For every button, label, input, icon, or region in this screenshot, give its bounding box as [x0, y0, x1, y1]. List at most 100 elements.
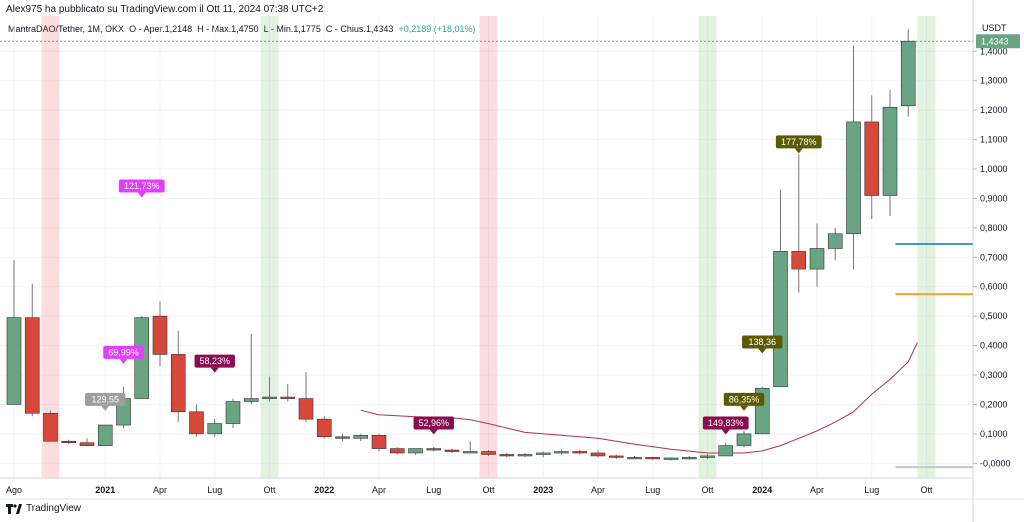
- annotation-box: [702, 416, 749, 430]
- candle-body: [517, 454, 533, 457]
- time-tick-label: Apr: [153, 485, 167, 495]
- candle-body: [846, 121, 861, 235]
- price-tick-label: 0,5000: [980, 311, 1008, 321]
- percent-annotation[interactable]: 149,83%: [702, 416, 749, 435]
- candle-body: [316, 418, 332, 438]
- candle-body: [572, 451, 588, 454]
- annotation-box: [194, 354, 235, 368]
- percent-annotation[interactable]: 129,55: [85, 392, 126, 411]
- time-tick-label: 2024: [752, 485, 772, 495]
- annotation-box: [85, 392, 126, 406]
- annotation-text: 58,23%: [199, 356, 230, 366]
- price-tick-label: 0,2000: [980, 399, 1008, 409]
- annotation-text: 86,35%: [729, 394, 760, 404]
- percent-annotation[interactable]: 138,36: [742, 335, 783, 354]
- annotation-pointer: [137, 192, 146, 198]
- percent-annotation[interactable]: 52,96%: [413, 416, 454, 435]
- annotation-text: 149,83%: [708, 418, 744, 428]
- time-tick-label: Lug: [864, 485, 879, 495]
- highlight-band-green: [260, 16, 279, 478]
- highlight-band-green: [917, 16, 936, 478]
- candle-body: [243, 398, 259, 402]
- price-tick-label: 1,1000: [980, 135, 1008, 145]
- candle-body: [535, 452, 551, 455]
- tradingview-footer[interactable]: TradingView: [6, 503, 81, 514]
- annotation-pointer: [210, 367, 219, 373]
- annotation-pointer: [794, 148, 803, 154]
- ohlc-close: C - Chius.1,4343: [325, 24, 394, 34]
- time-tick-label: 2023: [533, 485, 553, 495]
- candle-body: [499, 454, 515, 457]
- candle-body: [262, 396, 277, 399]
- annotation-pointer: [721, 429, 730, 435]
- time-tick-label: Lug: [207, 485, 222, 495]
- time-tick-label: Ott: [263, 485, 276, 495]
- percent-annotation[interactable]: 121,73%: [118, 179, 165, 198]
- price-change: +0,2189 (+18,01%): [398, 24, 476, 34]
- candle-body: [280, 396, 296, 399]
- price-tick-label: 0,7000: [980, 252, 1008, 262]
- annotation-text: 138,36: [748, 337, 776, 347]
- price-tick-label: 0,9000: [980, 193, 1008, 203]
- annotation-text: 52,96%: [418, 418, 449, 428]
- highlight-band-red: [41, 16, 60, 478]
- ohlc-high: H - Max.1,4750: [197, 24, 259, 34]
- ohlc-low: L - Min.1,1775: [263, 24, 321, 34]
- candle-body: [462, 451, 478, 454]
- annotation-box: [723, 392, 765, 406]
- candle-body: [627, 457, 642, 460]
- annotation-box: [413, 416, 454, 430]
- percent-annotation[interactable]: 177,78%: [775, 135, 822, 154]
- candle-body: [900, 40, 916, 107]
- candle-body: [371, 435, 387, 449]
- time-tick-label: 2021: [95, 485, 115, 495]
- candle-body: [827, 233, 843, 249]
- candle-body: [335, 436, 350, 439]
- annotation-text: 177,78%: [781, 137, 817, 147]
- time-tick-label: Ott: [701, 485, 714, 495]
- percent-annotation[interactable]: 86,35%: [723, 392, 765, 411]
- candle-body: [700, 455, 715, 458]
- candle-body: [590, 452, 606, 457]
- percent-annotation[interactable]: 58,23%: [194, 354, 235, 373]
- candle-body: [6, 317, 22, 405]
- last-price-label: 1,4343: [981, 37, 1009, 47]
- price-tick-label: 0,8000: [980, 223, 1008, 233]
- price-axis-unit[interactable]: USDT: [982, 23, 1007, 33]
- candle-body: [736, 433, 752, 446]
- time-tick-label: Lug: [426, 485, 441, 495]
- candle-body: [97, 424, 113, 446]
- candle-body: [481, 451, 496, 455]
- last-price-badge: [976, 34, 1020, 49]
- moving-average-line: [360, 342, 918, 454]
- time-tick-label: 2022: [314, 485, 334, 495]
- time-tick-label: Ago: [6, 485, 22, 495]
- candle-body: [207, 423, 223, 435]
- time-tick-label: Apr: [372, 485, 386, 495]
- highlight-band-green: [698, 16, 717, 478]
- price-tick-label: 0,1000: [980, 429, 1008, 439]
- candle-body: [61, 440, 77, 444]
- annotation-box: [742, 335, 783, 349]
- tradingview-brand: TradingView: [26, 503, 82, 514]
- candle-body: [426, 448, 442, 451]
- candle-body: [189, 411, 204, 435]
- price-tick-label: 0,6000: [980, 282, 1008, 292]
- annotation-pointer: [119, 358, 128, 364]
- candle-body: [791, 251, 807, 270]
- symbol-name: MantraDAO/Tether, 1M, OKX: [8, 24, 125, 34]
- candle-body: [718, 445, 734, 457]
- percent-annotation[interactable]: 69,99%: [103, 345, 144, 364]
- price-tick-label: -0,0000: [980, 458, 1011, 468]
- candle-body: [444, 449, 460, 452]
- candle-body: [298, 398, 314, 420]
- candle-body: [773, 251, 788, 388]
- annotation-pointer: [101, 405, 110, 411]
- candle-body: [663, 457, 679, 460]
- price-tick-label: 1,3000: [980, 76, 1008, 86]
- annotation-pointer: [429, 429, 438, 435]
- annotation-box: [775, 135, 822, 149]
- annotation-pointer: [758, 348, 767, 354]
- candle-body: [43, 412, 58, 442]
